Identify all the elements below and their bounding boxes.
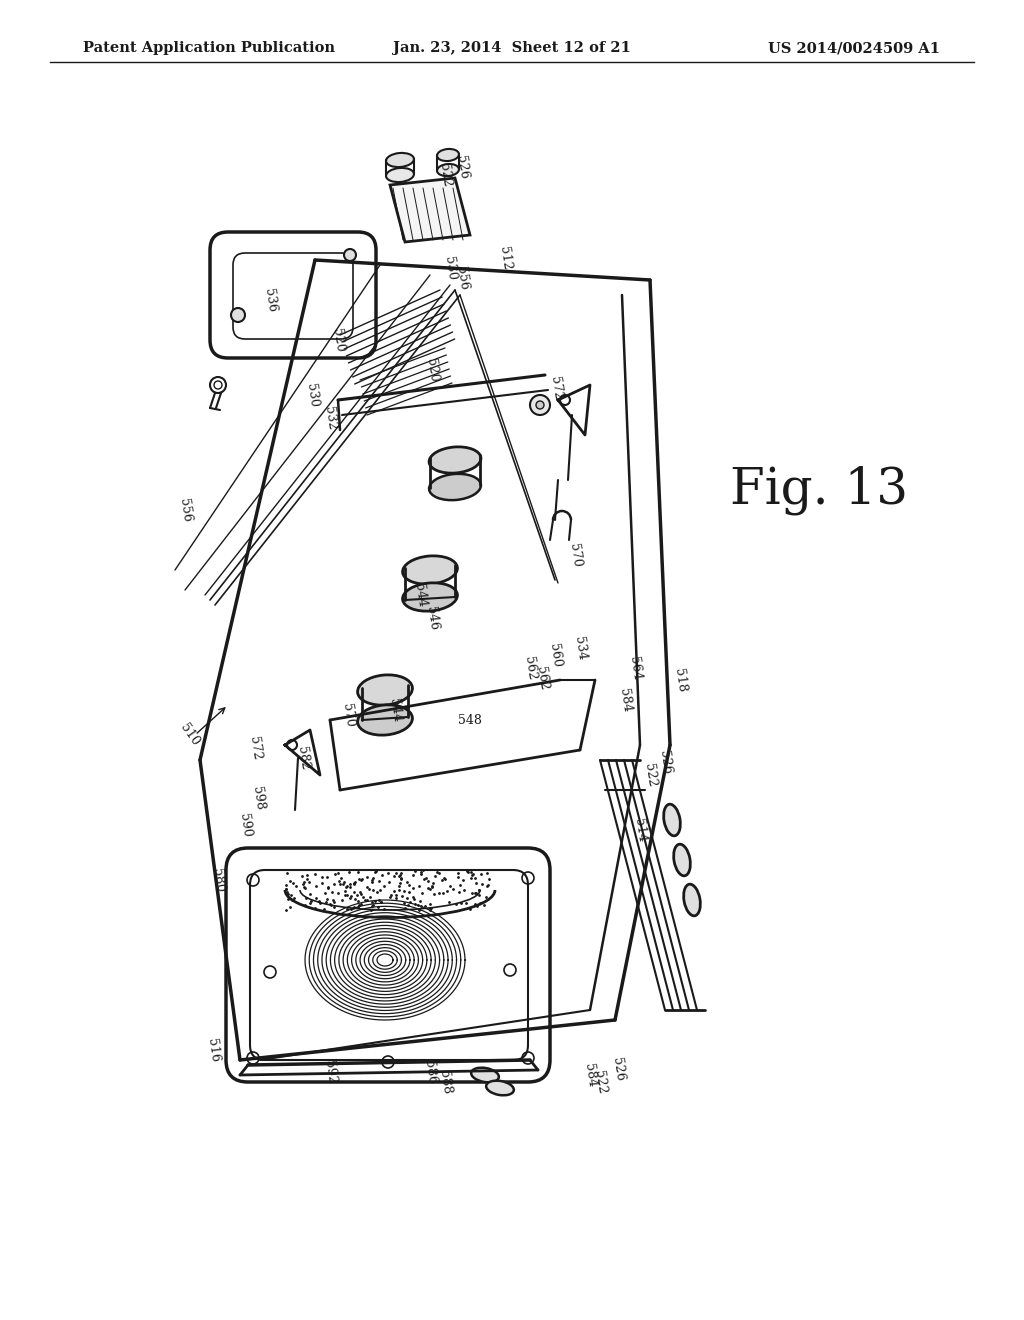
Text: 520: 520 <box>424 358 440 383</box>
Text: 546: 546 <box>424 606 440 631</box>
Text: 582: 582 <box>295 746 311 771</box>
Circle shape <box>536 401 544 409</box>
Text: US 2014/0024509 A1: US 2014/0024509 A1 <box>768 41 940 55</box>
Text: 526: 526 <box>454 154 470 180</box>
Ellipse shape <box>402 556 458 585</box>
Text: 584: 584 <box>582 1063 598 1088</box>
Text: 556: 556 <box>177 498 194 523</box>
Text: 530: 530 <box>442 255 458 281</box>
Ellipse shape <box>684 884 700 916</box>
Ellipse shape <box>357 705 413 735</box>
Text: 598: 598 <box>250 785 266 810</box>
Text: 562: 562 <box>534 665 550 690</box>
Text: 548: 548 <box>458 714 482 726</box>
Text: 572: 572 <box>548 375 564 400</box>
Text: 534: 534 <box>571 635 588 661</box>
Text: 532: 532 <box>322 405 338 430</box>
Text: Fig. 13: Fig. 13 <box>730 465 908 515</box>
Circle shape <box>530 395 550 414</box>
Text: 520: 520 <box>330 327 346 352</box>
Text: 530: 530 <box>304 383 321 408</box>
Text: Patent Application Publication: Patent Application Publication <box>83 41 335 55</box>
Text: 580: 580 <box>210 867 226 892</box>
Ellipse shape <box>429 447 481 473</box>
Text: 522: 522 <box>592 1069 608 1094</box>
Text: 584: 584 <box>616 688 633 713</box>
Text: 592: 592 <box>322 1060 338 1085</box>
Ellipse shape <box>386 153 414 168</box>
Text: 570: 570 <box>340 702 356 727</box>
Ellipse shape <box>486 1081 514 1096</box>
Text: 586: 586 <box>422 1059 438 1085</box>
Text: 516: 516 <box>205 1038 221 1063</box>
Text: 564: 564 <box>627 655 643 681</box>
Ellipse shape <box>429 474 481 500</box>
Text: Jan. 23, 2014  Sheet 12 of 21: Jan. 23, 2014 Sheet 12 of 21 <box>393 41 631 55</box>
Circle shape <box>344 249 356 261</box>
Text: 570: 570 <box>567 543 583 568</box>
Text: 590: 590 <box>237 812 253 838</box>
Text: 544: 544 <box>387 697 403 723</box>
Text: 522: 522 <box>642 763 658 788</box>
Text: 522: 522 <box>437 162 453 187</box>
Ellipse shape <box>437 149 459 161</box>
Text: 560: 560 <box>547 643 563 668</box>
Text: 572: 572 <box>247 735 263 760</box>
Text: 510: 510 <box>178 722 202 748</box>
Ellipse shape <box>437 164 459 176</box>
Text: 514: 514 <box>632 817 648 842</box>
Polygon shape <box>390 178 470 242</box>
Ellipse shape <box>674 845 690 875</box>
Ellipse shape <box>471 1068 499 1082</box>
Text: 518: 518 <box>672 668 688 693</box>
Circle shape <box>231 308 245 322</box>
Ellipse shape <box>386 168 414 182</box>
Text: 544: 544 <box>412 582 428 607</box>
Text: 588: 588 <box>437 1069 453 1094</box>
Text: 526: 526 <box>657 750 673 775</box>
Text: 562: 562 <box>522 655 538 681</box>
Ellipse shape <box>402 583 458 611</box>
Text: 536: 536 <box>262 288 279 313</box>
Text: 526: 526 <box>610 1056 626 1081</box>
Ellipse shape <box>664 804 680 836</box>
Text: 556: 556 <box>454 265 470 290</box>
Text: 512: 512 <box>497 246 513 271</box>
Ellipse shape <box>357 675 413 705</box>
